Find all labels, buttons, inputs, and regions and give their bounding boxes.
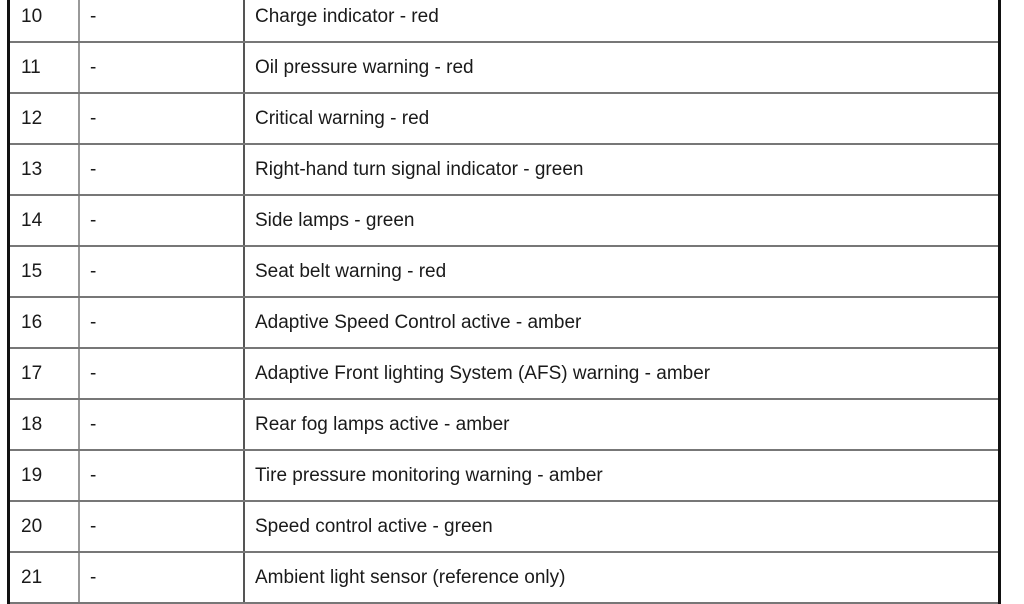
table-row: 11- Oil pressure warning - red xyxy=(10,43,998,94)
row-reference: - xyxy=(80,502,245,551)
row-description: Seat belt warning - red xyxy=(255,260,447,282)
table-row: 15- Seat belt warning - red xyxy=(10,247,998,298)
row-reference: - xyxy=(80,553,245,602)
row-reference: - xyxy=(80,247,245,296)
table-row: 16- Adaptive Speed Control active - amber xyxy=(10,298,998,349)
row-number: 15 xyxy=(10,247,80,296)
row-number: 11 xyxy=(10,43,80,92)
row-number: 16 xyxy=(10,298,80,347)
table-row: 10- Charge indicator - red xyxy=(10,0,998,43)
row-reference: - xyxy=(80,349,245,398)
table-row: 21- Ambient light sensor (reference only) xyxy=(10,553,998,604)
table-row: 17- Adaptive Front lighting System (AFS) … xyxy=(10,349,998,400)
row-number: 14 xyxy=(10,196,80,245)
row-description: Adaptive Speed Control active - amber xyxy=(255,311,582,333)
row-description: Ambient light sensor (reference only) xyxy=(255,566,566,588)
row-number: 10 xyxy=(10,0,80,41)
row-description: Side lamps - green xyxy=(255,209,415,231)
row-number: 12 xyxy=(10,94,80,143)
row-description: Right-hand turn signal indicator - green xyxy=(255,158,584,180)
indicator-table: 10- Charge indicator - red 11- Oil pressure… xyxy=(7,0,1001,604)
table-row: 19- Tire pressure monitoring warning - am… xyxy=(10,451,998,502)
table-row: 14- Side lamps - green xyxy=(10,196,998,247)
row-reference: - xyxy=(80,43,245,92)
row-reference: - xyxy=(80,94,245,143)
row-description: Oil pressure warning - red xyxy=(255,56,474,78)
table-row: 20- Speed control active - green xyxy=(10,502,998,553)
row-number: 13 xyxy=(10,145,80,194)
row-description: Tire pressure monitoring warning - amber xyxy=(255,464,603,486)
row-number: 17 xyxy=(10,349,80,398)
row-number: 20 xyxy=(10,502,80,551)
row-description: Critical warning - red xyxy=(255,107,430,129)
row-reference: - xyxy=(80,400,245,449)
row-number: 21 xyxy=(10,553,80,602)
row-description: Speed control active - green xyxy=(255,515,493,537)
row-reference: - xyxy=(80,145,245,194)
row-reference: - xyxy=(80,196,245,245)
table-row: 18- Rear fog lamps active - amber xyxy=(10,400,998,451)
row-number: 18 xyxy=(10,400,80,449)
row-description: Charge indicator - red xyxy=(255,5,439,27)
row-reference: - xyxy=(80,298,245,347)
table-row: 12- Critical warning - red xyxy=(10,94,998,145)
row-reference: - xyxy=(80,451,245,500)
row-number: 19 xyxy=(10,451,80,500)
row-description: Adaptive Front lighting System (AFS) war… xyxy=(255,362,711,384)
row-reference: - xyxy=(80,0,245,41)
table-row: 13- Right-hand turn signal indicator - gr… xyxy=(10,145,998,196)
row-description: Rear fog lamps active - amber xyxy=(255,413,510,435)
